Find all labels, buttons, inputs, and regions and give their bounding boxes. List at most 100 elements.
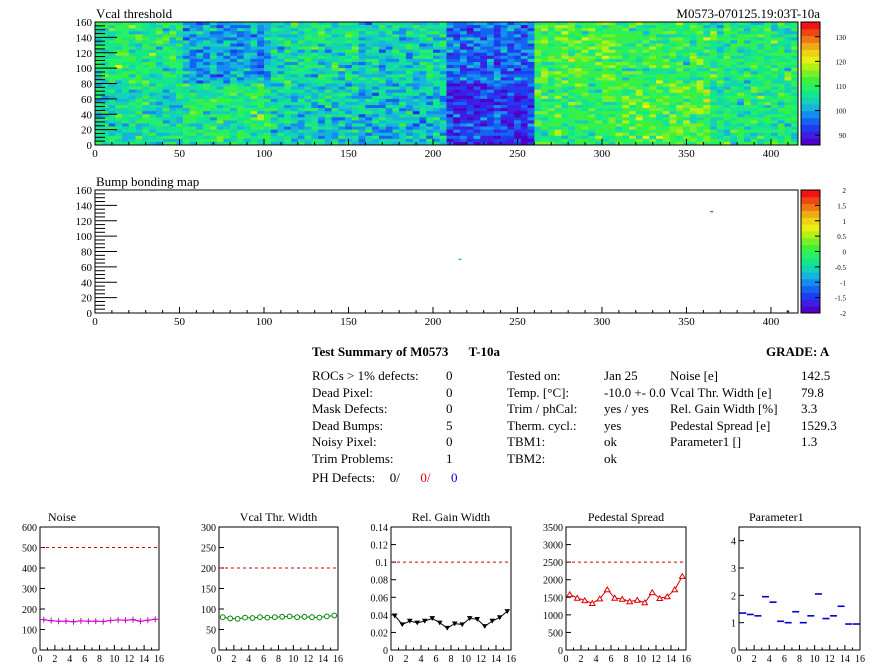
- threshold-cell: [419, 83, 427, 87]
- threshold-cell: [203, 123, 211, 127]
- threshold-cell: [716, 83, 724, 87]
- threshold-cell: [588, 114, 596, 118]
- threshold-cell: [716, 65, 724, 69]
- threshold-cell: [696, 77, 704, 81]
- threshold-cell: [595, 43, 603, 47]
- threshold-cell: [683, 77, 691, 81]
- threshold-cell: [473, 114, 481, 118]
- threshold-cell: [196, 98, 204, 103]
- threshold-cell: [338, 49, 346, 54]
- threshold-cell: [514, 65, 522, 69]
- threshold-cell: [257, 28, 265, 32]
- threshold-cell: [426, 135, 434, 140]
- threshold-cell: [412, 34, 420, 38]
- small-plot-point: [566, 590, 574, 598]
- threshold-cell: [750, 43, 758, 47]
- threshold-cell: [176, 117, 184, 121]
- threshold-cell: [480, 31, 488, 35]
- threshold-cell: [710, 58, 718, 63]
- threshold-cell: [128, 68, 136, 72]
- threshold-cell: [311, 138, 319, 143]
- threshold-cell: [155, 105, 163, 109]
- threshold-cell: [142, 135, 150, 140]
- threshold-cell: [291, 55, 299, 60]
- threshold-cell: [223, 49, 231, 54]
- threshold-cell: [392, 65, 400, 69]
- threshold-cell: [750, 117, 758, 121]
- threshold-cell: [466, 40, 474, 44]
- threshold-cell: [203, 58, 211, 63]
- threshold-cell: [689, 31, 697, 35]
- threshold-cell: [101, 31, 109, 35]
- threshold-cell: [345, 92, 353, 97]
- threshold-cell: [378, 37, 386, 41]
- threshold-cell: [480, 135, 488, 140]
- threshold-cell: [514, 95, 522, 100]
- threshold-cell: [432, 117, 441, 121]
- threshold-cell: [203, 86, 211, 90]
- threshold-cell: [460, 61, 468, 66]
- threshold-cell: [662, 83, 670, 87]
- threshold-cell: [588, 80, 596, 84]
- threshold-cell: [378, 43, 386, 47]
- threshold-cell: [514, 92, 522, 97]
- summary-row: Noisy Pixel: 0: [312, 434, 462, 451]
- threshold-cell: [764, 89, 772, 94]
- threshold-cell: [419, 71, 427, 75]
- threshold-cell: [595, 114, 603, 118]
- threshold-cell: [405, 92, 413, 97]
- threshold-cell: [750, 55, 758, 60]
- threshold-cell: [581, 120, 589, 124]
- threshold-cell: [358, 46, 366, 50]
- threshold-cell: [405, 105, 413, 109]
- threshold-cell: [791, 68, 799, 72]
- threshold-cell: [182, 65, 190, 69]
- threshold-cell: [318, 43, 326, 47]
- threshold-cell: [250, 120, 258, 124]
- small-plot-point: [648, 588, 656, 596]
- threshold-cell: [304, 83, 312, 87]
- threshold-cell: [689, 92, 697, 97]
- threshold-cell: [405, 68, 413, 72]
- threshold-cell: [493, 34, 501, 38]
- threshold-cell: [318, 111, 326, 115]
- threshold-cell: [764, 68, 772, 72]
- threshold-cell: [338, 123, 346, 127]
- threshold-cell: [209, 22, 217, 26]
- threshold-cell: [649, 40, 657, 44]
- threshold-cell: [372, 129, 380, 134]
- threshold-cell: [750, 77, 758, 81]
- threshold-cell: [345, 71, 353, 75]
- threshold-cell: [615, 43, 623, 47]
- threshold-cell: [696, 126, 704, 130]
- threshold-cell: [622, 68, 630, 72]
- threshold-cell: [169, 129, 177, 134]
- threshold-cell: [757, 120, 765, 124]
- threshold-cell: [257, 55, 265, 60]
- threshold-cell: [656, 22, 664, 26]
- threshold-cell: [162, 28, 170, 32]
- threshold-cell: [635, 123, 643, 127]
- small-plot-frame: [218, 526, 339, 651]
- threshold-cell: [480, 83, 488, 87]
- threshold-cell: [777, 138, 785, 143]
- threshold-cell: [710, 43, 718, 47]
- small-plot-y-label: 500: [548, 628, 563, 639]
- threshold-cell: [338, 86, 346, 90]
- threshold-cell: [534, 37, 542, 41]
- threshold-cell: [460, 114, 468, 118]
- threshold-cell: [439, 40, 447, 44]
- threshold-cell: [169, 55, 177, 60]
- threshold-cell: [169, 68, 177, 72]
- threshold-cell: [345, 105, 353, 109]
- threshold-cell: [601, 92, 610, 97]
- threshold-cell: [365, 132, 373, 137]
- threshold-cell: [318, 120, 326, 124]
- threshold-cell: [304, 40, 312, 44]
- threshold-cell: [324, 40, 332, 44]
- threshold-cell: [203, 43, 211, 47]
- threshold-cell: [710, 74, 718, 78]
- threshold-cell: [554, 126, 562, 130]
- threshold-cell: [656, 71, 664, 75]
- threshold-cell: [473, 22, 481, 26]
